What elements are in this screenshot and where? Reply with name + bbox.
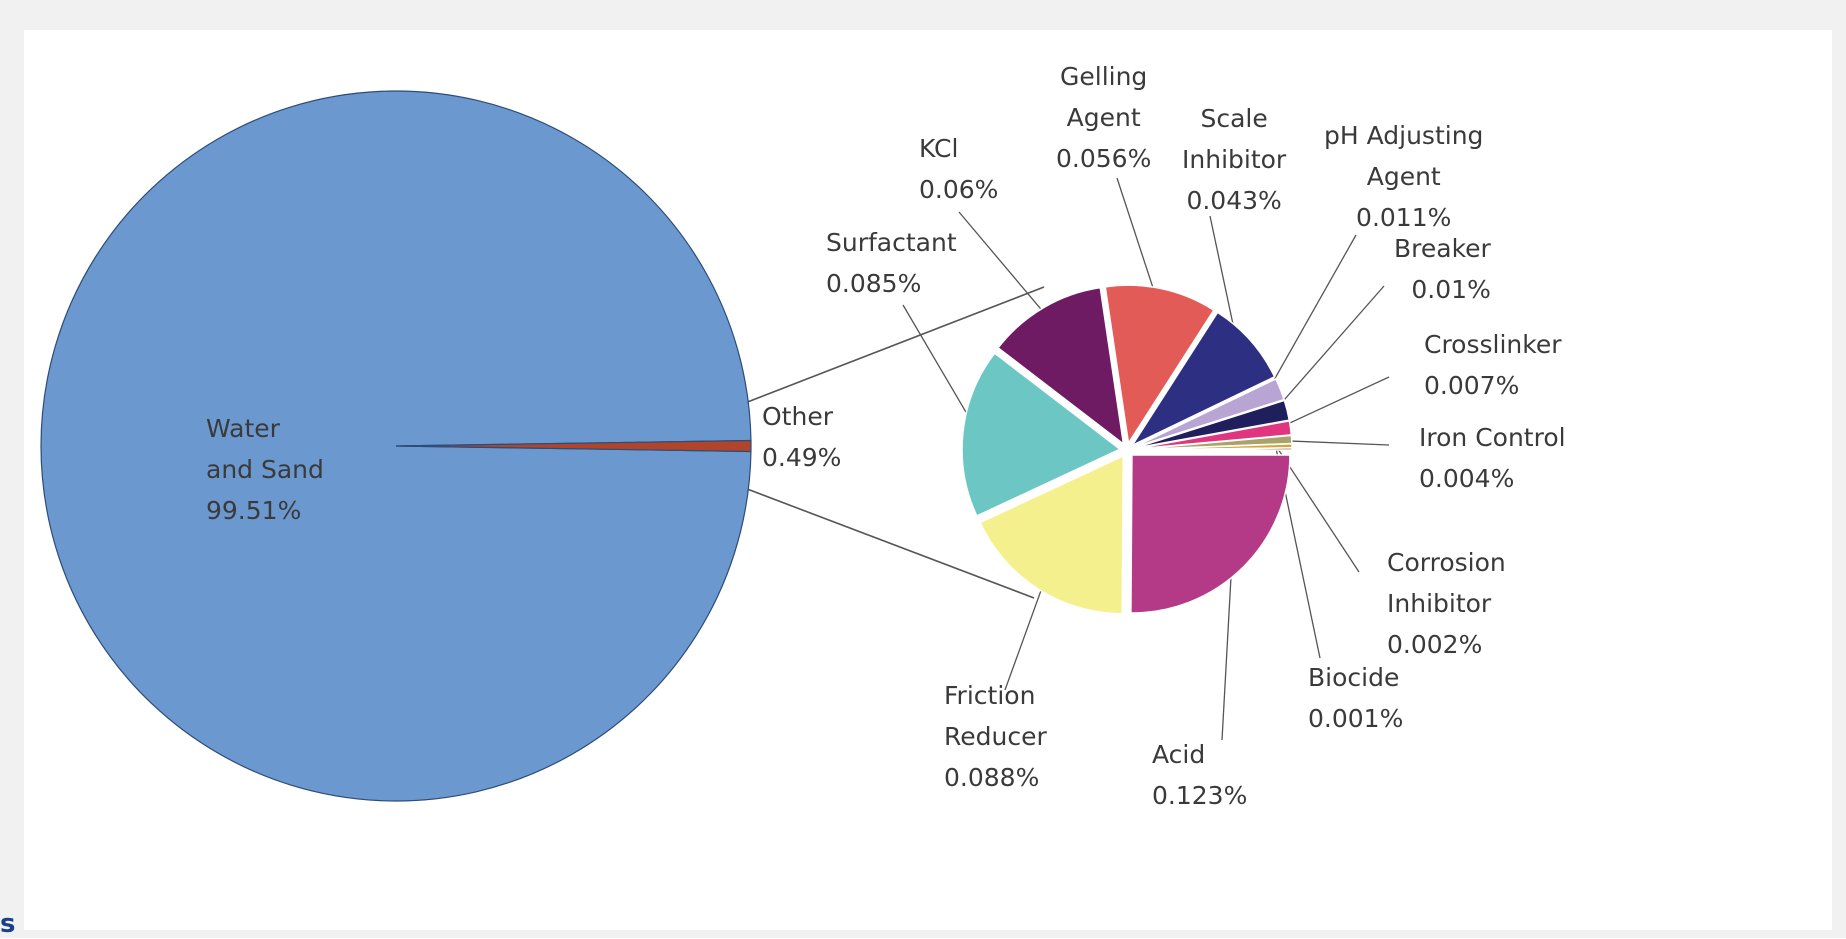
- breakdown-slice-scale: [1130, 311, 1276, 448]
- label-line: Water: [206, 414, 280, 443]
- leader-ph-adjusting-agent-0-011: [1265, 234, 1357, 396]
- leader-breaker-0-01: [1271, 285, 1385, 415]
- label-line: 99.51%: [206, 496, 302, 525]
- label-line: 0.49%: [762, 443, 842, 472]
- leader-friction-reducer-0-088: [1004, 575, 1048, 691]
- breakdown-slice-ph-adjusting: [1133, 377, 1286, 449]
- leader-kcl-0-06: [958, 211, 1052, 322]
- label-line: Agent: [1366, 162, 1441, 191]
- label-breaker-0-01: Breaker 0.01%: [1394, 228, 1491, 310]
- label-line: 0.088%: [944, 763, 1040, 792]
- label-line: 0.06%: [919, 175, 999, 204]
- leader-crosslinker-0-007: [1274, 376, 1390, 431]
- breakdown-slice-gelling: [1104, 284, 1215, 446]
- main-pie: [40, 90, 752, 802]
- breakdown-slice-surfactant: [961, 352, 1122, 517]
- label-line: and Sand: [206, 455, 324, 484]
- label-gelling-agent-0-056: Gelling Agent 0.056%: [1056, 56, 1151, 179]
- label-corrosion-inhibitor-0-002: Corrosion Inhibitor 0.002%: [1387, 542, 1506, 665]
- label-line: 0.01%: [1411, 275, 1491, 304]
- pie-slice-water: [40, 90, 752, 802]
- label-acid-0-123: Acid 0.123%: [1152, 734, 1247, 816]
- page-text-fragment: s: [0, 909, 16, 939]
- label-line: Gelling: [1060, 62, 1148, 91]
- label-line: 0.011%: [1356, 203, 1452, 232]
- label-line: Inhibitor: [1387, 589, 1492, 618]
- pie-slice-other: [395, 439, 752, 453]
- label-line: Surfactant: [826, 228, 957, 257]
- leader-iron-control-0-004: [1275, 439, 1390, 446]
- label-crosslinker-0-007: Crosslinker 0.007%: [1424, 324, 1562, 406]
- label-line: 0.123%: [1152, 781, 1248, 810]
- leader-gelling-agent-0-056: [1116, 177, 1159, 305]
- label-ph-adjusting-agent-0-011: pH Adjusting Agent 0.011%: [1324, 115, 1483, 238]
- label-other: Other 0.49%: [762, 396, 841, 478]
- label-line: pH Adjusting: [1324, 121, 1484, 150]
- label-line: Acid: [1152, 740, 1206, 769]
- label-line: Crosslinker: [1424, 330, 1562, 359]
- breakdown-slice-friction: [979, 454, 1124, 615]
- label-line: 0.001%: [1308, 704, 1404, 733]
- breakdown-slice-breaker: [1133, 399, 1291, 450]
- label-line: Scale: [1200, 104, 1268, 133]
- label-kcl-0-06: KCl 0.06%: [919, 128, 998, 210]
- label-line: Corrosion: [1387, 548, 1506, 577]
- label-line: 0.085%: [826, 269, 922, 298]
- leader-acid-0-123: [1221, 555, 1233, 741]
- label-line: Agent: [1066, 103, 1141, 132]
- chart-panel: Water and Sand 99.51% Other 0.49% Acid 0.123% F…: [24, 30, 1832, 930]
- label-line: 0.056%: [1056, 144, 1152, 173]
- label-surfactant-0-085: Surfactant 0.085%: [826, 222, 957, 304]
- label-scale-inhibitor-0-043: Scale Inhibitor 0.043%: [1182, 98, 1286, 221]
- label-biocide-0-001: Biocide 0.001%: [1308, 657, 1403, 739]
- label-line: 0.043%: [1186, 186, 1282, 215]
- label-line: 0.004%: [1419, 464, 1515, 493]
- breakdown-slice-acid: [1130, 454, 1291, 614]
- chart-canvas: [40, 90, 1390, 802]
- label-line: Biocide: [1308, 663, 1400, 692]
- label-friction-reducer-0-088: Friction Reducer 0.088%: [944, 675, 1047, 798]
- label-line: Breaker: [1394, 234, 1491, 263]
- label-line: Other: [762, 402, 833, 431]
- label-iron-control-0-004: Iron Control 0.004%: [1419, 417, 1566, 499]
- breakdown-pie: [961, 284, 1293, 615]
- label-line: Iron Control: [1419, 423, 1566, 452]
- label-line: 0.007%: [1424, 371, 1520, 400]
- label-water: Water and Sand 99.51%: [206, 408, 324, 531]
- label-line: Reducer: [944, 722, 1047, 751]
- label-line: KCl: [919, 134, 959, 163]
- label-line: Friction: [944, 681, 1036, 710]
- breakdown-slice-biocide: [1133, 447, 1293, 451]
- label-line: Inhibitor: [1182, 145, 1287, 174]
- breakdown-slice-kcl: [996, 286, 1125, 446]
- label-line: 0.002%: [1387, 630, 1483, 659]
